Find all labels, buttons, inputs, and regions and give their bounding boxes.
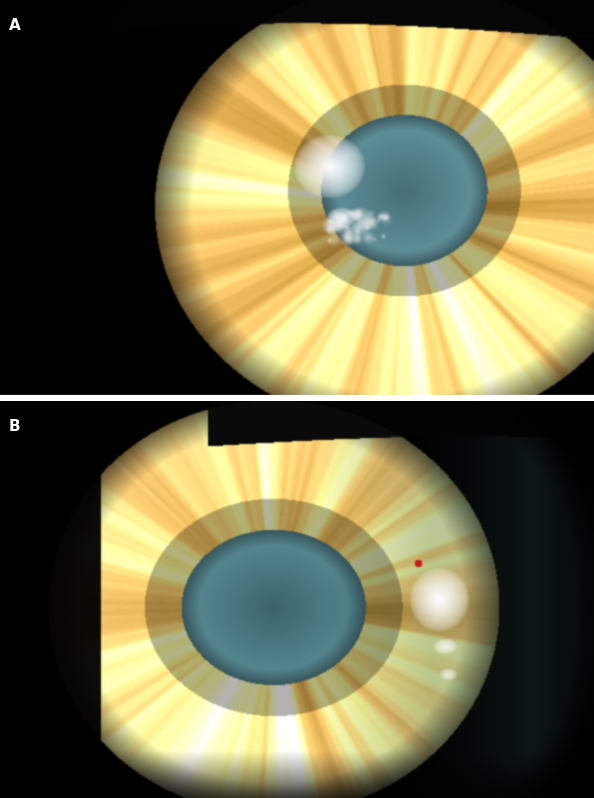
Text: A: A (8, 18, 20, 34)
Text: B: B (8, 419, 20, 434)
